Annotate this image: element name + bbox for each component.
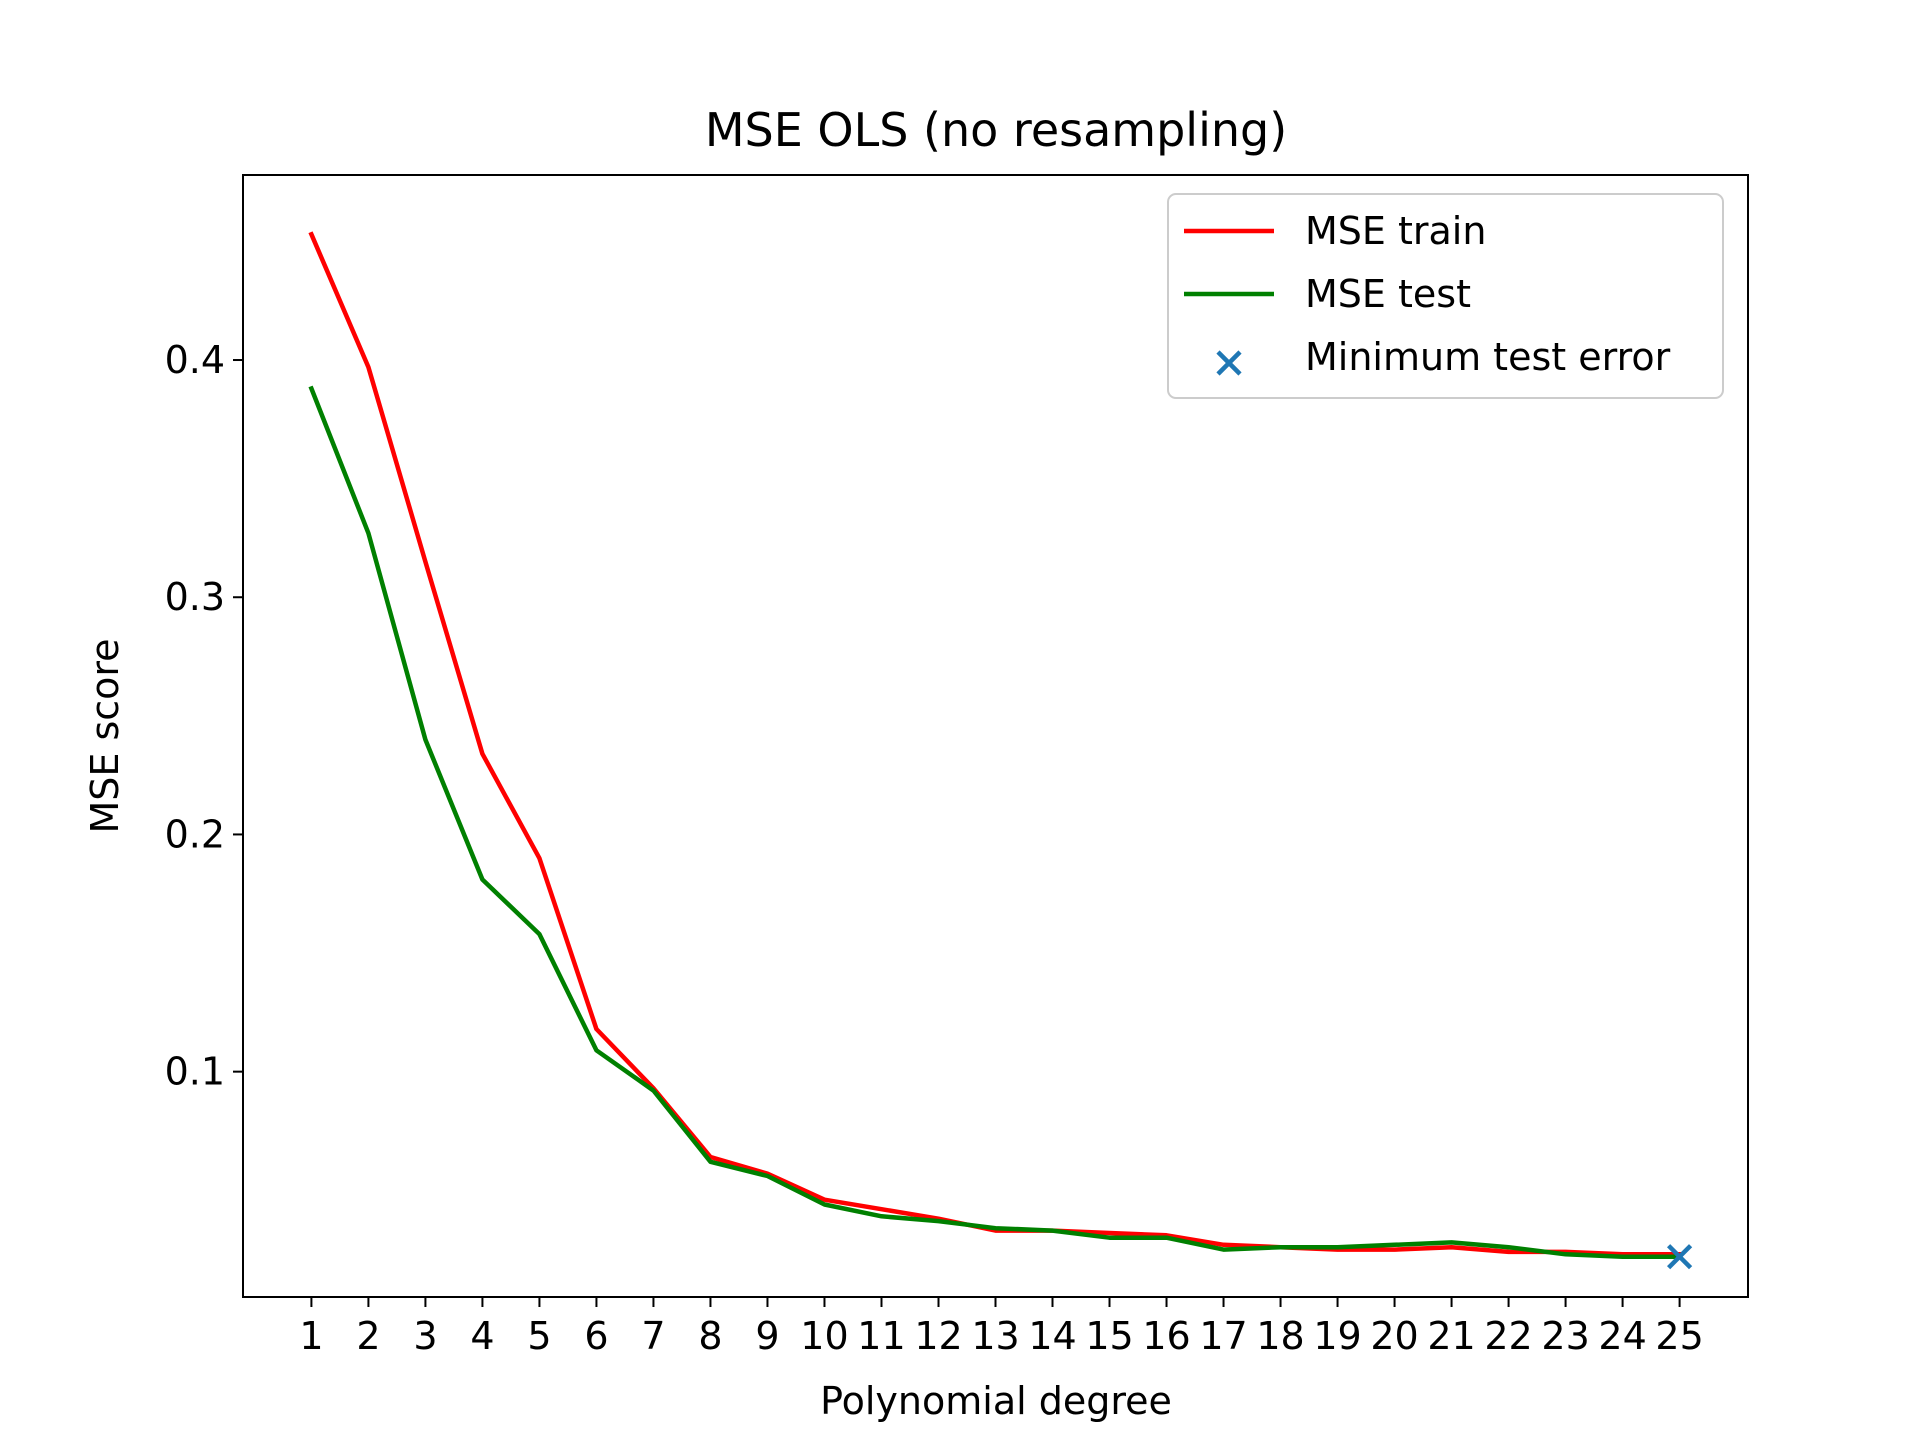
y-tick-label: 0.4 xyxy=(165,338,225,382)
x-tick-label: 21 xyxy=(1427,1314,1475,1358)
x-tick-label: 24 xyxy=(1598,1314,1646,1358)
legend-item-train: MSE train xyxy=(1184,209,1486,253)
x-tick-label: 23 xyxy=(1541,1314,1589,1358)
x-tick-label: 10 xyxy=(800,1314,848,1358)
x-tick-label: 4 xyxy=(470,1314,494,1358)
x-tick-label: 20 xyxy=(1370,1314,1418,1358)
x-tick-label: 2 xyxy=(356,1314,380,1358)
x-tick-label: 6 xyxy=(584,1314,608,1358)
legend-label: Minimum test error xyxy=(1305,335,1671,379)
x-tick-label: 12 xyxy=(914,1314,962,1358)
x-tick-label: 17 xyxy=(1199,1314,1247,1358)
x-axis-label: Polynomial degree xyxy=(820,1379,1172,1423)
x-tick-label: 1 xyxy=(299,1314,323,1358)
y-axis-label: MSE score xyxy=(83,638,127,833)
plot-area: 1 2 3 4 5 6 7 8 9 10 11 12 13 14 15 16 17 18 19 20 21 22 23 24 2… xyxy=(165,174,1749,1358)
legend-label: MSE train xyxy=(1305,209,1486,253)
x-tick-label: 5 xyxy=(527,1314,551,1358)
min-test-error-marker xyxy=(1666,1244,1693,1270)
y-tick-label: 0.1 xyxy=(165,1050,225,1094)
x-tick-label: 13 xyxy=(971,1314,1019,1358)
marker-stroke xyxy=(1666,1244,1693,1270)
legend: MSE train MSE test Minimum test error xyxy=(1167,193,1724,399)
series-line-train xyxy=(308,231,1682,1257)
x-tick-label: 22 xyxy=(1484,1314,1532,1358)
x-tick-label: 16 xyxy=(1142,1314,1190,1358)
x-tick-label: 8 xyxy=(698,1314,722,1358)
legend-item-min-test-error: Minimum test error xyxy=(1216,335,1671,379)
y-tick-label: 0.3 xyxy=(165,575,225,619)
y-tick-label: 0.2 xyxy=(165,812,225,856)
x-tick-label: 9 xyxy=(755,1314,779,1358)
legend-label: MSE test xyxy=(1305,272,1471,316)
legend-box xyxy=(1167,193,1724,399)
series-line-test xyxy=(308,385,1682,1259)
legend-item-test: MSE test xyxy=(1184,272,1471,316)
x-tick-label: 19 xyxy=(1313,1314,1361,1358)
x-tick-label: 3 xyxy=(413,1314,437,1358)
x-tick-label: 15 xyxy=(1085,1314,1133,1358)
x-tick-label: 14 xyxy=(1028,1314,1076,1358)
chart-title: MSE OLS (no resampling) xyxy=(705,103,1287,157)
x-tick-label: 11 xyxy=(857,1314,905,1358)
x-tick-label: 18 xyxy=(1256,1314,1304,1358)
x-tick-label: 7 xyxy=(641,1314,665,1358)
x-tick-label: 25 xyxy=(1655,1314,1703,1358)
legend-x-swatch xyxy=(1216,350,1242,376)
